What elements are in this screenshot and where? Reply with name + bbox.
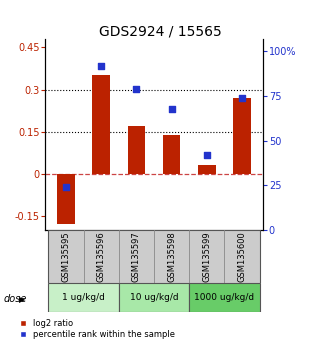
Text: GSM135597: GSM135597 [132,231,141,282]
Bar [198,165,216,174]
Bar [92,75,110,174]
Text: GSM135598: GSM135598 [167,231,176,282]
Text: dose: dose [3,294,27,304]
Text: GSM135599: GSM135599 [202,231,212,282]
Bar [128,126,145,174]
Point [134,86,139,92]
Bar [57,174,75,224]
Bar [119,283,189,312]
Text: 10 ug/kg/d: 10 ug/kg/d [130,293,178,302]
Point [204,152,210,158]
Point [99,63,104,69]
Point [64,184,69,190]
Bar [48,283,119,312]
Bar [189,283,260,312]
Text: GSM135595: GSM135595 [62,231,71,282]
Point [169,106,174,112]
Text: 1000 ug/kg/d: 1000 ug/kg/d [195,293,255,302]
Legend: log2 ratio, percentile rank within the sample: log2 ratio, percentile rank within the s… [20,319,175,339]
Text: ▶: ▶ [19,295,26,304]
Bar [163,135,180,174]
Text: GSM135600: GSM135600 [238,231,247,282]
Text: 1 ug/kg/d: 1 ug/kg/d [62,293,105,302]
Text: GSM135596: GSM135596 [97,231,106,282]
Bar [233,98,251,174]
Text: GDS2924 / 15565: GDS2924 / 15565 [99,25,222,39]
Point [239,95,245,101]
